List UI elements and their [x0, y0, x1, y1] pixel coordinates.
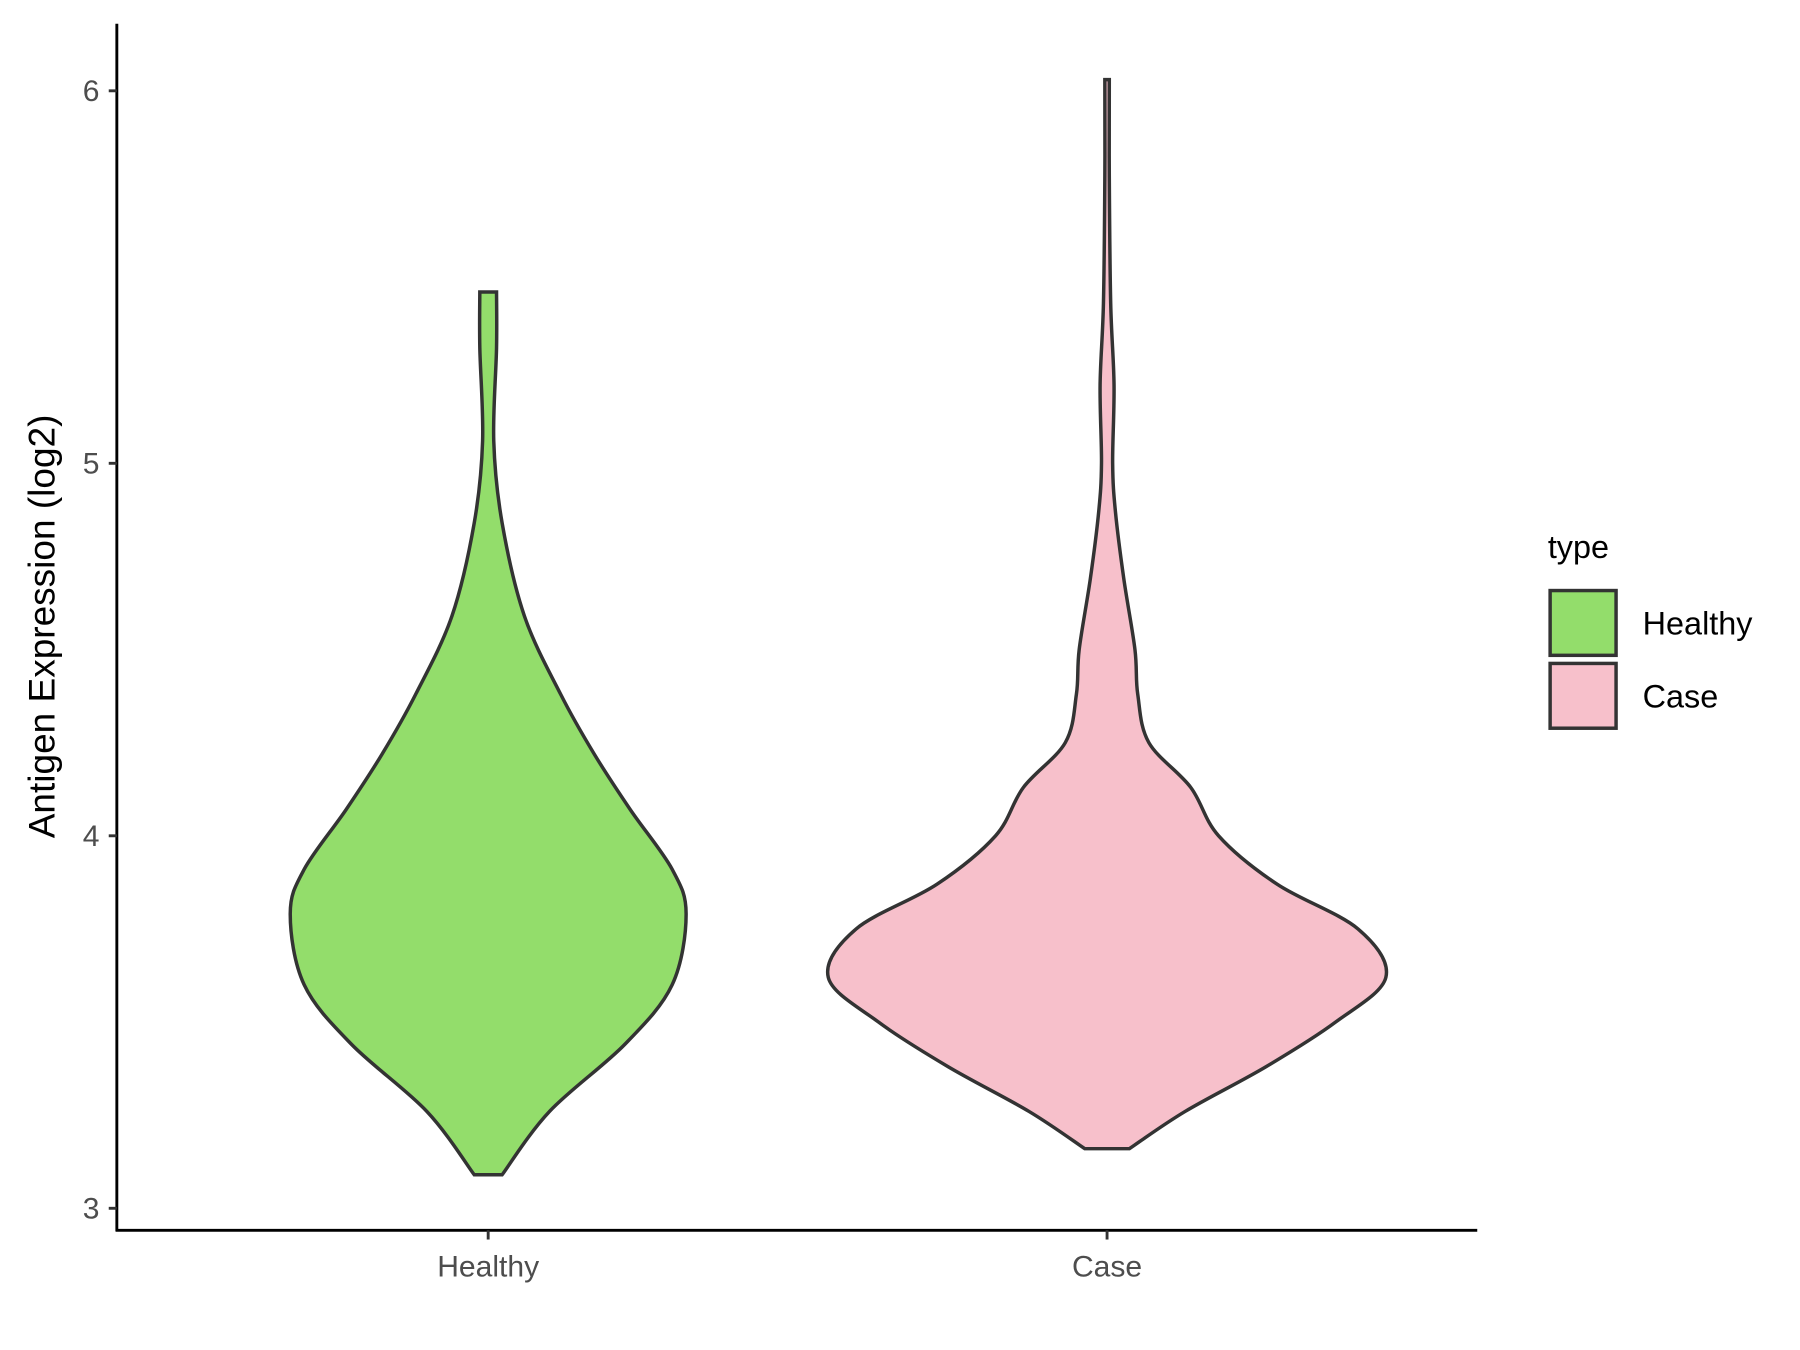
violins [288, 77, 1389, 1177]
violin-healthy [288, 290, 688, 1177]
legend-key-healthy [1548, 588, 1618, 658]
x-tick-label: Healthy [437, 1251, 539, 1284]
y-tick-label: 3 [83, 1193, 100, 1226]
legend-title: type [1548, 529, 1609, 565]
x-tick-label: Case [1072, 1251, 1142, 1284]
legend-label: Healthy [1643, 606, 1754, 642]
legend-key-case [1548, 661, 1618, 730]
y-tick-label: 4 [83, 820, 100, 853]
legend-label: Case [1643, 678, 1719, 714]
violin-case [825, 77, 1389, 1151]
y-axis-label: Antigen Expression (log2) [20, 415, 62, 839]
y-tick-label: 6 [83, 75, 100, 108]
y-tick-label: 5 [83, 448, 100, 481]
